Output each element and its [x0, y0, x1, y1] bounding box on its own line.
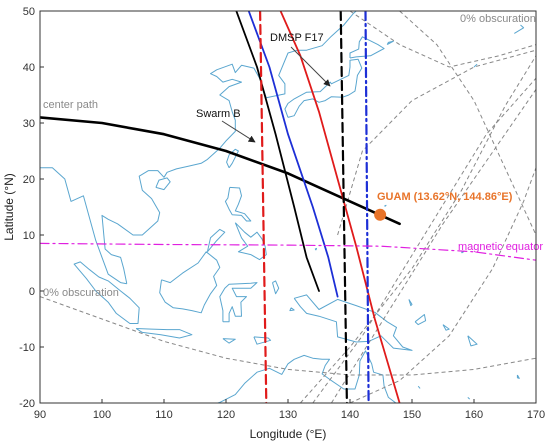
y-tick-label-3: 10 [23, 230, 35, 242]
y-tick-label-5: 30 [23, 118, 35, 130]
y-axis-label: Latitude (°N) [2, 173, 16, 241]
coastline-32 [386, 40, 394, 46]
series-blue-track [247, 11, 339, 298]
coastline-30 [417, 385, 421, 389]
x-tick-label-6: 150 [403, 409, 421, 421]
y-tick-label-7: 50 [23, 6, 35, 18]
series-blue-dash [364, 11, 370, 403]
coastline-14 [293, 294, 413, 351]
coastline-27 [289, 307, 295, 312]
annotation-zero-obscuration-top: 0% obscuration [460, 13, 536, 25]
coastline-6 [224, 186, 252, 222]
coastline-29 [467, 397, 471, 400]
coastline-8 [206, 228, 226, 253]
guam-marker [374, 208, 387, 221]
coastline-18 [467, 335, 478, 347]
plot-area-background [40, 11, 536, 403]
coastline-1 [101, 11, 357, 284]
series-black-dash [339, 11, 348, 403]
coastline-4 [226, 148, 239, 169]
x-tick-label-7: 160 [465, 409, 483, 421]
series-swarm-b [235, 11, 320, 292]
coastline-5 [155, 177, 171, 191]
coastline-11 [135, 328, 193, 339]
coastline-26 [222, 338, 236, 344]
annotation-dmsp-f17: DMSP F17 [270, 32, 324, 44]
series-layer [40, 11, 536, 403]
obscuration-curve-2 [312, 77, 536, 403]
obscuration-curve-4 [349, 11, 536, 68]
coastline-12 [219, 282, 258, 323]
coastline-33 [516, 374, 520, 379]
y-tick-label-1: -10 [19, 342, 35, 354]
y-tick-label-2: 0 [29, 286, 35, 298]
coastline-3 [349, 36, 385, 59]
coastline-0 [40, 167, 127, 285]
annotation-layer: 0% obscuration center path DMSP F17 Swar… [43, 13, 543, 299]
annotation-zero-obscuration-left: 0% obscuration [43, 287, 119, 299]
coastline-28 [514, 24, 525, 34]
y-tick-label-4: 20 [23, 174, 35, 186]
annotation-guam: GUAM (13.62°N, 144.86°E) [377, 191, 513, 203]
x-axis-ticks: 90 100 110 120 130 140 150 160 170 [34, 399, 545, 421]
x-tick-label-0: 90 [34, 409, 46, 421]
annotation-swarm-b: Swarm B [196, 108, 241, 120]
coastline-21 [384, 204, 387, 207]
annotation-center-path: center path [43, 99, 98, 111]
coastline-25 [253, 336, 272, 345]
series-magnetic-equator [40, 242, 536, 261]
x-tick-label-4: 130 [279, 409, 297, 421]
coastline-15 [215, 350, 397, 403]
y-tick-label-6: 40 [23, 62, 35, 74]
y-axis-ticks: -20 -10 0 10 20 30 40 50 [19, 6, 44, 410]
x-tick-label-5: 140 [341, 409, 359, 421]
coastline-24 [408, 299, 413, 307]
obscuration-curve-0 [40, 296, 536, 376]
arrow-dmsp [290, 46, 331, 87]
x-axis-label: Longitude (°E) [250, 427, 327, 441]
coastline-20 [314, 247, 317, 251]
coastline-10 [73, 261, 140, 324]
coastline-layer [40, 11, 525, 403]
obscuration-curve-7 [337, 49, 536, 236]
coastline-16 [414, 314, 427, 326]
x-tick-label-3: 120 [217, 409, 235, 421]
y-tick-label-0: -20 [19, 398, 35, 410]
x-tick-label-8: 170 [527, 409, 545, 421]
coastline-17 [442, 324, 450, 331]
arrow-swarm [221, 120, 256, 143]
x-tick-label-2: 110 [155, 409, 173, 421]
obscuration-curve-5 [349, 167, 536, 403]
coastline-9 [159, 251, 221, 314]
coastline-13 [272, 280, 280, 295]
annotation-magnetic-equator: magnetic equator [458, 241, 543, 253]
coastline-7 [234, 222, 267, 261]
series-red-dash [259, 11, 268, 403]
x-tick-label-1: 100 [93, 409, 111, 421]
obscuration-curve-1 [300, 55, 536, 403]
coastline-31 [473, 63, 478, 68]
